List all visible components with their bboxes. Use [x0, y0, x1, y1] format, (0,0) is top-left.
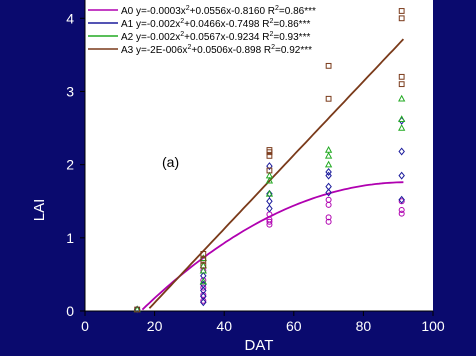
legend-text-part: 2 — [180, 18, 184, 25]
data-point-a3 — [200, 251, 207, 257]
x-tick-label: 40 — [216, 318, 232, 334]
data-point-a3 — [398, 15, 405, 22]
data-point-a1 — [266, 197, 273, 206]
data-point-a1 — [325, 182, 332, 191]
legend-label-a1: A1 y=-0.002x2+0.0466x-0.7498 R2=0.86*** — [121, 18, 310, 30]
data-point-a1 — [266, 162, 273, 171]
data-points — [133, 8, 406, 314]
legend-text-part: A1 y=-0.002x — [121, 19, 180, 30]
data-point-a1 — [398, 195, 405, 204]
x-tick-label: 100 — [421, 318, 445, 334]
y-tick-label: 3 — [66, 83, 74, 99]
legend-label-a2: A2 y=-0.002x2+0.0567x-0.9234 R2=0.93*** — [121, 31, 310, 43]
legend-text-part: =0.86*** — [279, 6, 316, 17]
legend-text-part: A3 y=-2E-006x — [121, 45, 187, 56]
data-point-a2 — [265, 189, 274, 197]
y-tick-label: 4 — [66, 10, 74, 26]
legend: A0 y=-0.0003x2+0.0556x-0.8160 R2=0.86***… — [88, 5, 316, 56]
data-point-a0 — [200, 284, 207, 291]
legend-text-part: 2 — [186, 5, 190, 12]
data-point-a1 — [200, 292, 207, 301]
y-tick-label: 0 — [66, 303, 74, 319]
legend-text-part: 2 — [187, 44, 191, 51]
legend-text-part: A0 y=-0.0003x — [121, 6, 186, 17]
data-point-a0 — [325, 214, 332, 221]
legend-text-part: 2 — [180, 31, 184, 38]
x-axis-title: DAT — [245, 337, 274, 354]
data-point-a3 — [266, 147, 273, 153]
axes — [84, 0, 433, 312]
legend-text-part: +0.0567x-0.9234 R — [184, 32, 269, 43]
data-point-a1 — [398, 147, 405, 156]
data-point-a2 — [265, 176, 274, 184]
data-point-a0 — [266, 218, 273, 225]
panel-label: (a) — [162, 154, 179, 170]
data-point-a0 — [325, 218, 332, 225]
x-tick-label: 60 — [286, 318, 302, 334]
data-point-a3 — [200, 262, 207, 269]
legend-text-part: +0.0466x-0.7498 R — [184, 19, 269, 30]
data-point-a3 — [134, 306, 141, 313]
y-tick-label: 1 — [66, 230, 74, 246]
legend-text-part: =0.86*** — [273, 19, 310, 30]
data-point-a3 — [325, 95, 332, 102]
legend-text-part: 2 — [271, 44, 275, 51]
legend-text-part: 2 — [269, 18, 273, 25]
data-point-a1 — [325, 188, 332, 197]
data-point-a2 — [324, 151, 333, 159]
data-point-a3 — [200, 256, 207, 263]
data-point-a2 — [265, 171, 274, 179]
legend-label-a0: A0 y=-0.0003x2+0.0556x-0.8160 R2=0.86*** — [121, 5, 316, 17]
fit-curve-a3 — [148, 38, 405, 309]
legend-text-part: 2 — [269, 31, 273, 38]
x-tick-label: 80 — [356, 318, 372, 334]
data-point-a3 — [398, 73, 405, 80]
data-point-a1 — [200, 298, 207, 307]
data-point-a3 — [325, 62, 332, 69]
legend-text-part: =0.93*** — [273, 32, 310, 43]
tick-group: 0 20 40 60 80 100 0 1 2 3 4 — [66, 10, 445, 334]
data-point-a2 — [398, 94, 406, 102]
data-point-a0 — [398, 207, 405, 214]
data-point-a3 — [398, 8, 405, 14]
data-point-a2 — [398, 115, 406, 122]
legend-label-a3: A3 y=-2E-006x2+0.0506x-0.898 R2=0.92*** — [121, 44, 312, 56]
data-point-a1 — [398, 171, 405, 180]
x-tick-label: 20 — [147, 318, 163, 334]
data-point-a1 — [200, 286, 207, 295]
legend-text-part: A2 y=-0.002x — [121, 32, 180, 43]
data-point-a2 — [324, 160, 333, 168]
x-tick-label: 0 — [81, 318, 89, 334]
y-tick-label: 2 — [66, 157, 74, 173]
data-point-a1 — [133, 305, 141, 314]
data-point-a2 — [199, 266, 207, 274]
y-axis-title: LAI — [31, 199, 48, 222]
data-point-a1 — [325, 171, 332, 180]
data-point-a1 — [266, 204, 273, 213]
data-point-a1 — [266, 189, 273, 198]
data-point-a3 — [398, 81, 405, 88]
fit-curve-a0 — [141, 181, 404, 311]
data-point-a3 — [266, 167, 273, 174]
fit-curves — [141, 38, 405, 311]
data-point-a2 — [324, 145, 333, 153]
data-point-a3 — [266, 152, 273, 159]
legend-text-part: 2 — [275, 5, 279, 12]
data-point-a2 — [199, 254, 207, 262]
legend-text-part: =0.92*** — [275, 45, 312, 56]
data-point-a0 — [325, 196, 332, 203]
plot-area — [85, 0, 433, 311]
data-point-a0 — [398, 210, 405, 217]
legend-text-part: +0.0506x-0.898 R — [191, 45, 271, 56]
data-point-a2 — [398, 124, 406, 131]
data-point-a2 — [199, 277, 207, 285]
legend-text-part: +0.0556x-0.8160 R — [190, 6, 275, 17]
data-point-a1 — [325, 167, 332, 176]
